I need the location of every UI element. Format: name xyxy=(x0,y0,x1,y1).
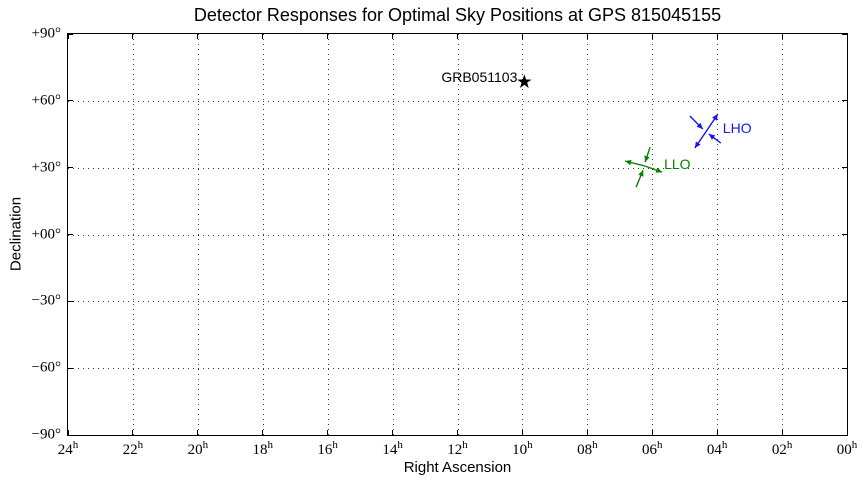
x-tick-mark xyxy=(781,430,783,435)
llo-arrowhead xyxy=(625,159,632,166)
x-tick-mark xyxy=(132,34,134,39)
llo-label: LLO xyxy=(664,156,691,173)
grb-label: GRB051103 xyxy=(441,68,518,85)
llo-arrowhead xyxy=(638,170,644,177)
llo-response-arrow xyxy=(644,146,651,163)
x-tick-label: 14h xyxy=(382,439,403,458)
x-tick-mark xyxy=(197,34,199,39)
x-tick-mark xyxy=(651,34,653,39)
x-tick-mark xyxy=(132,430,134,435)
x-tick-mark xyxy=(651,430,653,435)
lho-label: LHO xyxy=(722,120,752,137)
y-tick-label: +00° xyxy=(31,226,61,242)
y-tick-mark xyxy=(842,167,847,169)
x-tick-label: 08h xyxy=(577,439,598,458)
x-tick-mark xyxy=(392,34,394,39)
y-tick-label: −90° xyxy=(31,426,61,443)
x-tick-mark xyxy=(457,430,458,435)
x-tick-label: 04h xyxy=(706,439,728,458)
y-tick-mark xyxy=(68,300,73,302)
plot-area: GRB051103 LHO LLO xyxy=(67,33,848,436)
x-tick-mark xyxy=(392,430,394,435)
lho-response-arrow xyxy=(708,133,722,144)
x-tick-mark xyxy=(457,34,458,39)
x-tick-mark xyxy=(846,34,848,39)
lho-arrowhead xyxy=(708,134,716,140)
x-tick-label: 22h xyxy=(122,439,144,458)
y-tick-mark xyxy=(842,434,847,436)
y-tick-mark xyxy=(68,234,73,235)
y-tick-mark xyxy=(842,100,847,102)
x-tick-mark xyxy=(262,34,264,39)
x-tick-mark xyxy=(521,34,523,39)
lho-response-arrow xyxy=(694,131,707,149)
x-tick-mark xyxy=(327,430,329,435)
x-tick-mark xyxy=(716,34,718,39)
x-tick-label: 06h xyxy=(642,439,663,458)
horizontal-gridline xyxy=(68,100,847,102)
x-tick-mark xyxy=(67,34,69,39)
y-axis-title: Declination xyxy=(7,196,25,272)
x-tick-label: 00h xyxy=(836,439,858,458)
x-tick-mark xyxy=(586,34,588,39)
grb-star-marker xyxy=(517,74,532,88)
horizontal-gridline xyxy=(68,368,847,370)
x-tick-mark xyxy=(846,430,848,435)
lho-arrowhead xyxy=(696,122,703,130)
x-tick-mark xyxy=(781,34,783,39)
y-tick-label: +90° xyxy=(31,25,61,42)
x-tick-mark xyxy=(67,430,69,435)
x-axis-title: Right Ascension xyxy=(403,459,512,476)
x-tick-mark xyxy=(716,430,718,435)
chart-title: Detector Responses for Optimal Sky Posit… xyxy=(193,5,722,25)
x-tick-label: 18h xyxy=(252,439,274,458)
y-tick-mark xyxy=(68,167,73,169)
x-tick-mark xyxy=(586,430,588,435)
horizontal-gridline xyxy=(68,301,847,303)
x-tick-mark xyxy=(262,430,264,435)
y-tick-mark xyxy=(842,367,847,369)
y-tick-mark xyxy=(842,234,847,235)
x-tick-mark xyxy=(521,430,523,435)
y-tick-label: +30° xyxy=(31,159,61,176)
y-tick-mark xyxy=(68,367,73,369)
x-tick-label: 24h xyxy=(57,439,79,458)
y-tick-mark xyxy=(68,100,73,102)
y-tick-label: −60° xyxy=(31,359,61,376)
y-tick-label: +60° xyxy=(31,92,61,109)
x-tick-label: 12h xyxy=(447,439,468,458)
lho-response-arrow xyxy=(689,115,704,130)
x-tick-label: 02h xyxy=(771,439,793,458)
y-tick-label: −30° xyxy=(31,292,61,309)
y-tick-mark xyxy=(68,434,73,436)
y-tick-mark xyxy=(68,33,73,35)
llo-arrowhead xyxy=(644,155,650,163)
lho-response-arrow xyxy=(705,113,719,133)
x-tick-label: 20h xyxy=(187,439,209,458)
y-tick-mark xyxy=(842,33,847,35)
x-tick-label: 16h xyxy=(317,439,338,458)
llo-response-arrow xyxy=(635,169,644,188)
x-tick-mark xyxy=(327,34,329,39)
horizontal-gridline xyxy=(68,167,847,169)
y-tick-mark xyxy=(842,300,847,302)
horizontal-gridline xyxy=(68,234,847,236)
x-tick-mark xyxy=(197,430,199,435)
x-tick-label: 10h xyxy=(512,439,533,458)
llo-response-arrow xyxy=(624,160,646,167)
lho-arrowhead xyxy=(694,141,701,149)
